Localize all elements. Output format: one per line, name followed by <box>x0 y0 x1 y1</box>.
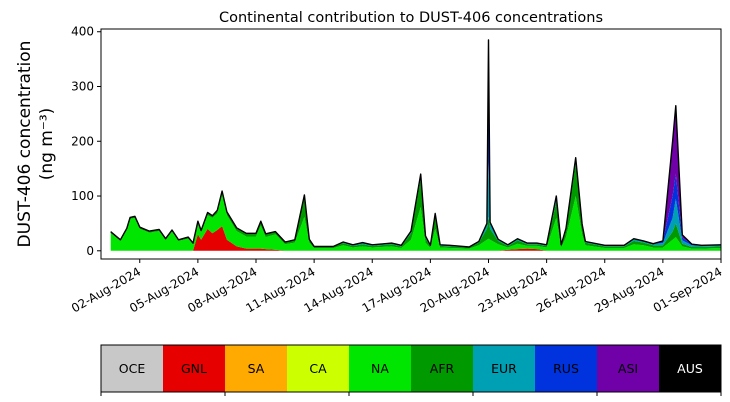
plot-area <box>110 39 722 251</box>
legend-item-aus: AUS <box>659 345 722 392</box>
y-axis: 0 100 200 300 400 <box>71 25 101 258</box>
x-axis: 02-Aug-202405-Aug-202408-Aug-202411-Aug-… <box>69 259 725 315</box>
y-tick-label: 0 <box>86 244 94 258</box>
stacked-area-layers <box>110 40 721 251</box>
legend-item-sa: SA <box>225 345 288 392</box>
legend-label: GNL <box>181 361 207 376</box>
legend-swatch <box>163 345 226 392</box>
legend-swatch <box>287 345 350 392</box>
legend-item-na: NA <box>349 345 412 392</box>
legend-item-gnl: GNL <box>163 345 226 392</box>
y-tick-label: 300 <box>71 80 94 94</box>
legend-label: AFR <box>430 361 455 376</box>
legend-swatch <box>411 345 474 392</box>
legend-item-afr: AFR <box>411 345 474 392</box>
legend-label: NA <box>371 361 389 376</box>
legend-swatch <box>101 345 164 392</box>
legend-item-asi: ASI <box>597 345 660 392</box>
region-color-legend: OCE GNL SA CA NA AFR EUR RUS ASI AUS <box>100 344 722 396</box>
legend-frame <box>100 344 722 393</box>
legend-label: SA <box>248 361 265 376</box>
legend-swatch <box>473 345 536 392</box>
legend-label: AUS <box>677 361 703 376</box>
legend-item-ca: CA <box>287 345 350 392</box>
chart-title: Continental contribution to DUST-406 con… <box>219 10 603 26</box>
legend-swatch <box>349 345 412 392</box>
legend-item-oce: OCE <box>101 345 164 392</box>
legend-label: RUS <box>553 361 579 376</box>
y-axis-label: DUST-406 concentration <box>15 41 35 248</box>
legend-swatch <box>535 345 598 392</box>
legend-label: CA <box>309 361 327 376</box>
legend-label: EUR <box>491 361 517 376</box>
legend-swatch <box>225 345 288 392</box>
y-tick-label: 200 <box>71 134 94 148</box>
plot-frame <box>100 28 722 260</box>
total-concentration-line <box>110 39 722 248</box>
legend-label: OCE <box>119 361 146 376</box>
area-na <box>110 193 721 251</box>
legend-item-rus: RUS <box>535 345 598 392</box>
y-axis-unit-label: (ng m⁻³) <box>37 108 57 181</box>
y-tick-label: 100 <box>71 189 94 203</box>
y-tick-label: 400 <box>71 25 94 39</box>
legend-item-eur: EUR <box>473 345 536 392</box>
legend-swatch <box>659 345 722 392</box>
legend-swatch <box>597 345 660 392</box>
legend-label: ASI <box>618 361 638 376</box>
